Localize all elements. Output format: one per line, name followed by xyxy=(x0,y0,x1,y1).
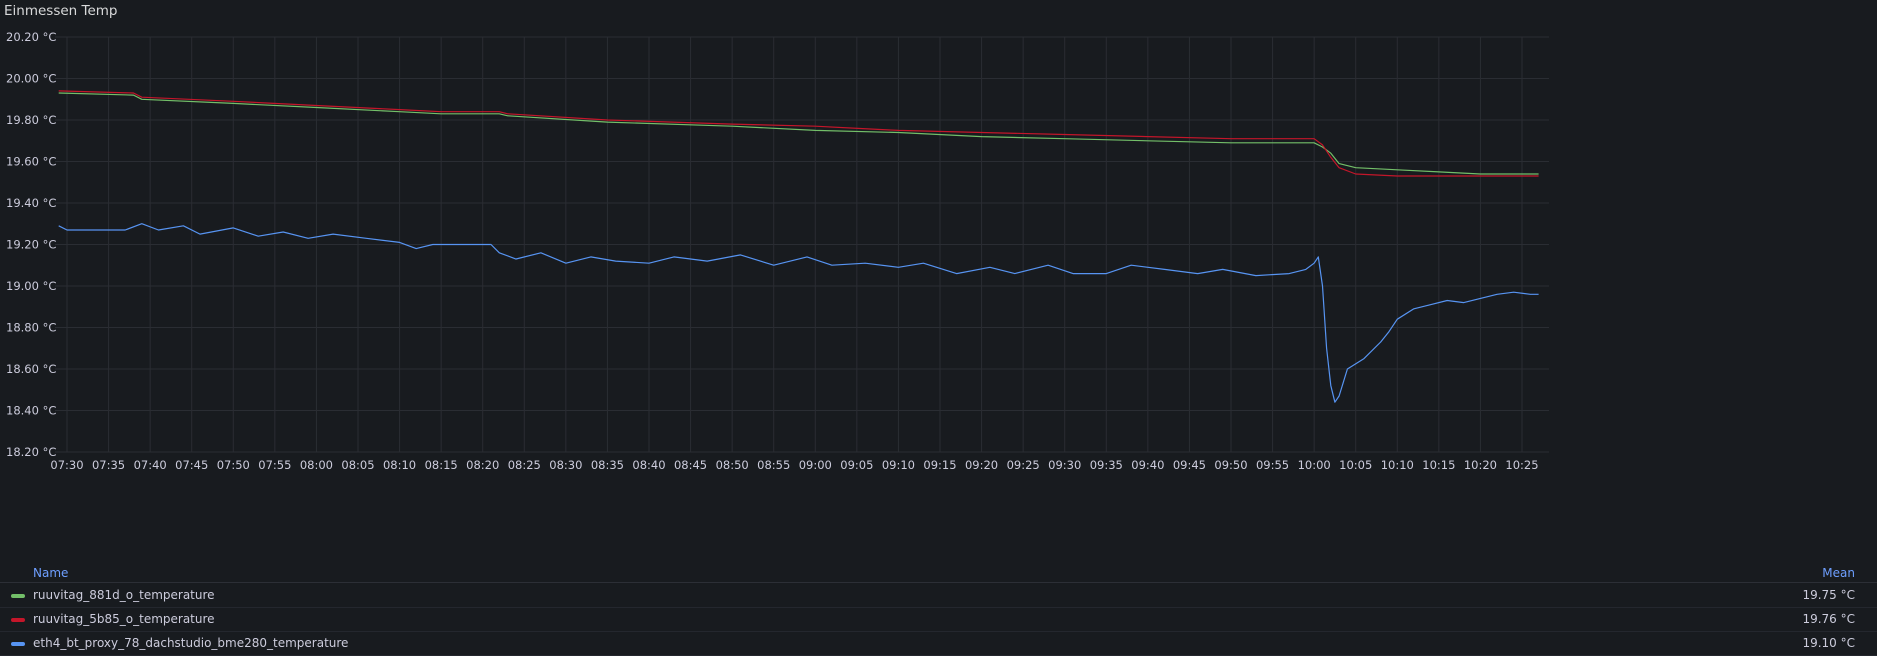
x-tick-label: 09:15 xyxy=(923,458,956,472)
legend-row[interactable]: eth4_bt_proxy_78_dachstudio_bme280_tempe… xyxy=(0,631,1877,656)
legend-series-mean: 19.10 °C xyxy=(1802,636,1855,650)
x-tick-label: 07:30 xyxy=(50,458,83,472)
legend-mean-header[interactable]: Mean xyxy=(1822,566,1855,580)
legend-series-name[interactable]: ruuvitag_5b85_o_temperature xyxy=(33,612,215,626)
y-tick-label: 18.40 °C xyxy=(6,404,56,418)
x-axis: 07:30 07:35 07:40 07:45 07:50 07:55 08:00 08:05… xyxy=(50,458,1538,472)
x-tick-label: 10:15 xyxy=(1422,458,1455,472)
x-tick-label: 08:10 xyxy=(383,458,416,472)
x-tick-label: 09:25 xyxy=(1007,458,1040,472)
series-color-swatch xyxy=(11,618,25,622)
y-tick-label: 19.00 °C xyxy=(6,279,56,293)
x-tick-label: 10:00 xyxy=(1298,458,1331,472)
series-line xyxy=(58,92,1539,175)
y-axis: 20.20 °C 20.00 °C 19.80 °C 19.60 °C 19.40 °C… xyxy=(6,30,56,459)
legend-header: Name Mean xyxy=(0,562,1877,583)
legend-name-header[interactable]: Name xyxy=(33,566,69,580)
legend-row[interactable]: ruuvitag_5b85_o_temperature 19.76 °C xyxy=(0,607,1877,632)
x-tick-label: 09:20 xyxy=(965,458,998,472)
x-tick-label: 08:30 xyxy=(549,458,582,472)
x-tick-label: 08:15 xyxy=(425,458,458,472)
legend-series-name[interactable]: ruuvitag_881d_o_temperature xyxy=(33,588,215,602)
legend-series-name[interactable]: eth4_bt_proxy_78_dachstudio_bme280_tempe… xyxy=(33,636,349,650)
x-tick-label: 09:50 xyxy=(1214,458,1247,472)
series-color-swatch xyxy=(11,642,25,646)
x-tick-label: 10:10 xyxy=(1381,458,1414,472)
x-tick-label: 07:55 xyxy=(258,458,291,472)
y-tick-label: 20.00 °C xyxy=(6,72,56,86)
y-tick-label: 18.80 °C xyxy=(6,321,56,335)
panel-title: Einmessen Temp xyxy=(4,3,118,19)
legend-series-mean: 19.75 °C xyxy=(1802,588,1855,602)
x-tick-label: 09:35 xyxy=(1090,458,1123,472)
x-tick-label: 09:45 xyxy=(1173,458,1206,472)
x-tick-label: 10:20 xyxy=(1464,458,1497,472)
y-tick-label: 18.20 °C xyxy=(6,445,56,459)
x-tick-label: 08:55 xyxy=(757,458,790,472)
x-tick-label: 08:40 xyxy=(632,458,665,472)
x-tick-label: 10:25 xyxy=(1505,458,1538,472)
x-tick-label: 09:00 xyxy=(799,458,832,472)
line-chart: 20.20 °C 20.00 °C 19.80 °C 19.60 °C 19.40 °C… xyxy=(6,30,1549,472)
series-color-swatch xyxy=(11,594,25,598)
series-line xyxy=(58,90,1539,177)
y-tick-label: 19.60 °C xyxy=(6,155,56,169)
y-tick-label: 19.20 °C xyxy=(6,238,56,252)
y-tick-label: 19.40 °C xyxy=(6,196,56,210)
x-tick-label: 08:05 xyxy=(341,458,374,472)
x-tick-label: 08:00 xyxy=(300,458,333,472)
x-tick-label: 09:10 xyxy=(882,458,915,472)
x-tick-label: 07:50 xyxy=(217,458,250,472)
x-tick-label: 07:35 xyxy=(92,458,125,472)
x-tick-label: 10:05 xyxy=(1339,458,1372,472)
y-tick-label: 20.20 °C xyxy=(6,30,56,44)
x-tick-label: 08:20 xyxy=(466,458,499,472)
x-tick-label: 07:40 xyxy=(134,458,167,472)
x-tick-label: 07:45 xyxy=(175,458,208,472)
x-tick-label: 09:40 xyxy=(1131,458,1164,472)
x-tick-label: 08:35 xyxy=(591,458,624,472)
legend-series-mean: 19.76 °C xyxy=(1802,612,1855,626)
y-tick-label: 18.60 °C xyxy=(6,362,56,376)
series-lines xyxy=(58,90,1539,403)
x-tick-label: 08:45 xyxy=(674,458,707,472)
x-tick-label: 09:30 xyxy=(1048,458,1081,472)
series-line xyxy=(58,223,1539,403)
legend-row[interactable]: ruuvitag_881d_o_temperature 19.75 °C xyxy=(0,583,1877,608)
grid-lines xyxy=(55,36,1549,453)
x-tick-label: 08:50 xyxy=(716,458,749,472)
y-tick-label: 19.80 °C xyxy=(6,113,56,127)
x-tick-label: 09:05 xyxy=(840,458,873,472)
x-tick-label: 09:55 xyxy=(1256,458,1289,472)
x-tick-label: 08:25 xyxy=(508,458,541,472)
